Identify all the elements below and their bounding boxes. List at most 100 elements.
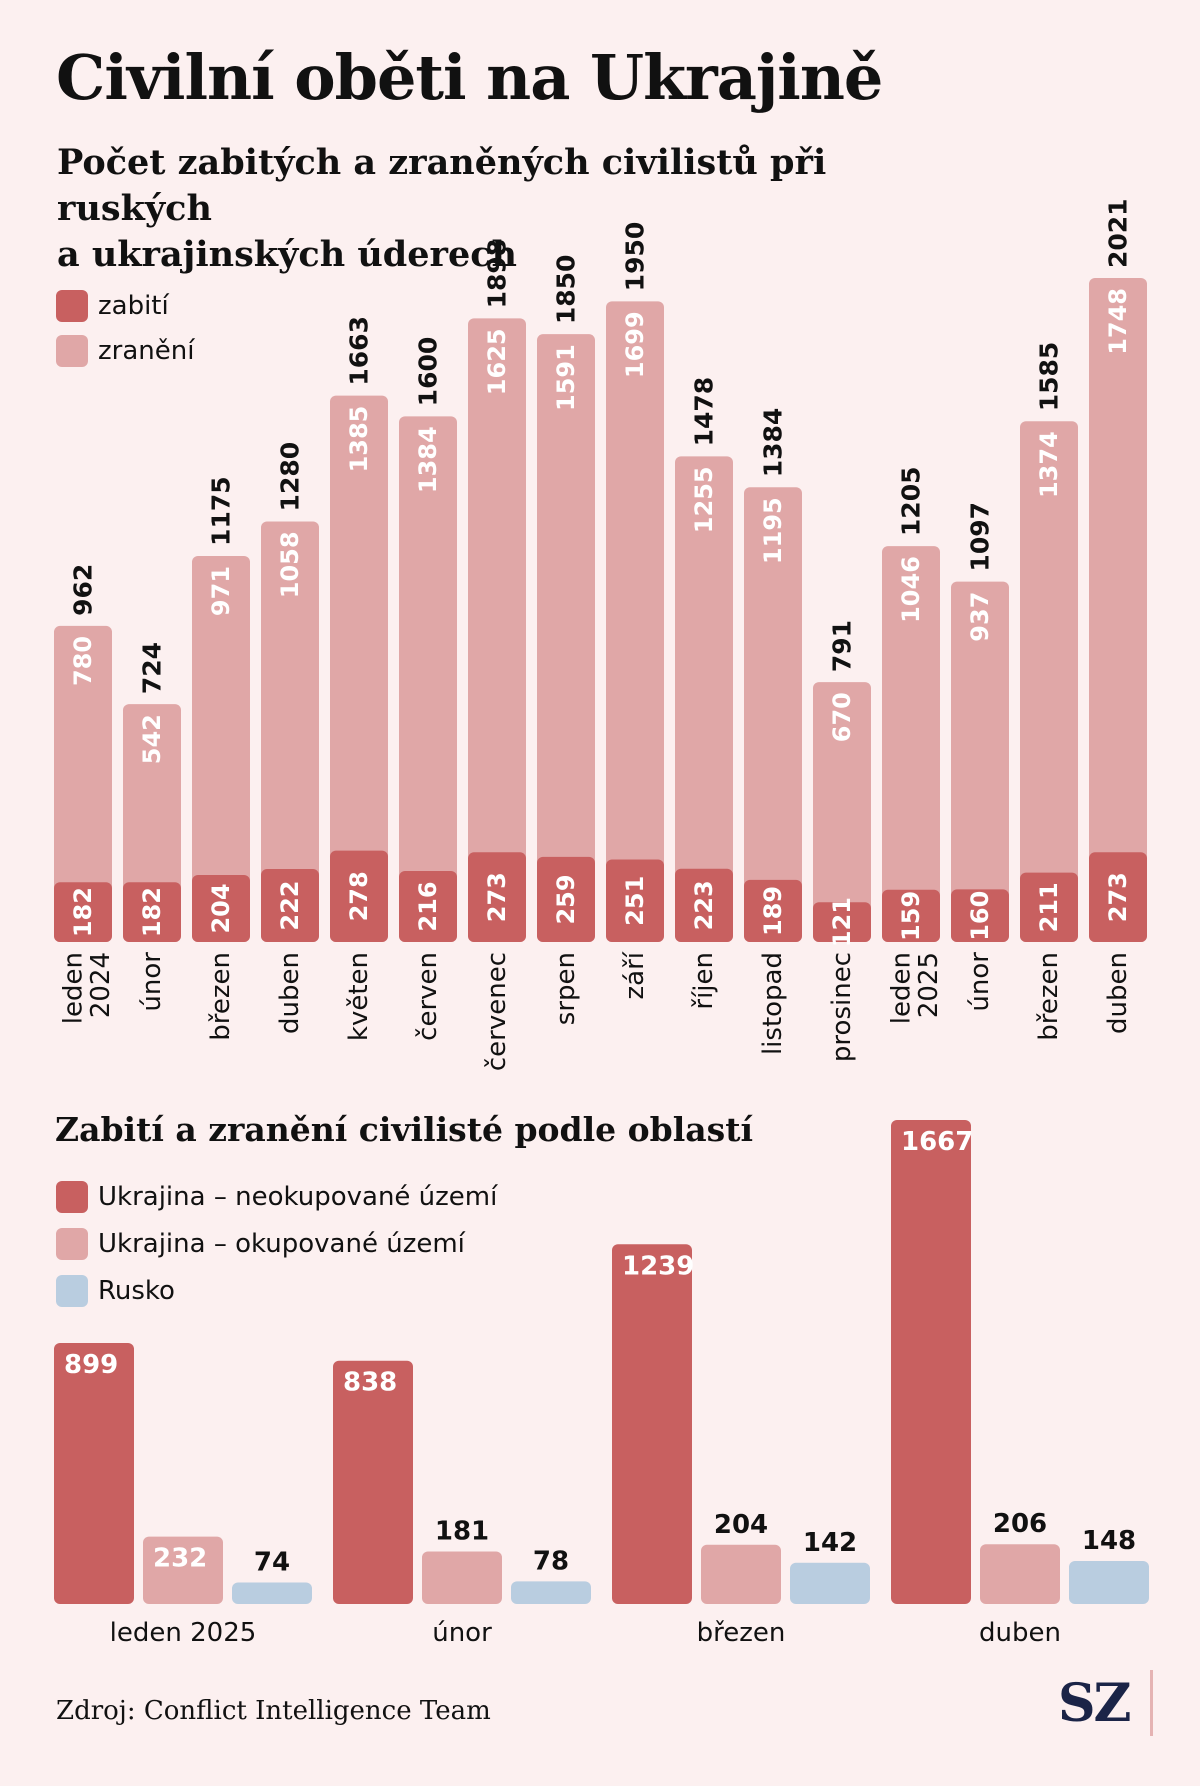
bar-wounded <box>882 546 940 942</box>
category-label: říjen <box>689 952 719 1010</box>
bar-wounded <box>399 416 457 942</box>
legend-monthly: zabití zranění <box>56 283 194 373</box>
bar-wounded <box>54 625 112 942</box>
group-label: březen <box>697 1618 786 1648</box>
label-wounded: 1625 <box>483 328 511 395</box>
bar-wounded <box>951 581 1009 942</box>
bar-russia <box>232 1582 312 1604</box>
bar-killed <box>675 868 733 942</box>
subtitle-line-1: Počet zabitých a zraněných civilistů při… <box>57 142 827 229</box>
category-label: duben <box>275 952 305 1034</box>
label-killed: 222 <box>276 880 304 930</box>
label-killed: 211 <box>1035 882 1063 932</box>
bar-killed <box>951 889 1009 942</box>
legend-swatch-unoccupied <box>56 1180 88 1213</box>
bar-killed <box>744 879 802 942</box>
label-wounded: 1385 <box>345 406 373 473</box>
value-label: 78 <box>533 1546 569 1576</box>
group-label: leden 2025 <box>110 1618 257 1648</box>
label-wounded: 1699 <box>621 311 649 378</box>
group-label: únor <box>432 1618 492 1648</box>
bar-wounded <box>675 456 733 942</box>
category-label: září <box>620 951 650 999</box>
category-label: únor <box>137 952 167 1012</box>
label-total: 1850 <box>552 255 581 325</box>
category-label: únor <box>965 952 995 1012</box>
label-wounded: 1058 <box>276 531 304 598</box>
legend-swatch-killed <box>56 289 88 322</box>
value-label: 1667 <box>901 1127 973 1157</box>
label-killed: 204 <box>207 883 235 933</box>
bar-occupied <box>701 1544 781 1604</box>
label-wounded: 937 <box>966 592 994 642</box>
source-note: Zdroj: Conflict Intelligence Team <box>56 1696 491 1726</box>
label-total: 1600 <box>414 337 443 407</box>
category-label: srpen <box>551 952 581 1025</box>
label-wounded: 971 <box>207 566 235 616</box>
label-total: 791 <box>828 620 857 672</box>
label-killed: 160 <box>966 891 994 941</box>
bar-killed <box>1089 852 1147 942</box>
bar-unoccupied <box>54 1342 134 1604</box>
bar-wounded <box>606 301 664 943</box>
legend-label-wounded: zranění <box>98 335 195 366</box>
label-total: 1898 <box>483 239 512 309</box>
category-label: duben <box>1103 952 1133 1034</box>
label-wounded: 670 <box>828 692 856 742</box>
bar-killed <box>813 902 871 942</box>
bar-wounded <box>537 334 595 942</box>
label-wounded: 780 <box>69 636 97 686</box>
bar-occupied <box>422 1551 502 1604</box>
legend-item-wounded: zranění <box>56 328 194 373</box>
label-killed: 278 <box>345 871 373 921</box>
bar-killed <box>1020 872 1078 942</box>
bar-killed <box>54 882 112 942</box>
value-label: 148 <box>1082 1526 1136 1556</box>
legend-label-killed: zabití <box>98 290 169 321</box>
bar-wounded <box>744 487 802 942</box>
legend-swatch-occupied <box>56 1227 88 1260</box>
label-killed: 251 <box>621 876 649 926</box>
label-total: 2021 <box>1104 198 1133 268</box>
monthly-casualties-chart: 182 780 962 leden2024 182 542 724 únor 204 971 117… <box>54 198 1147 1071</box>
legend-item-russia: Rusko <box>56 1267 497 1314</box>
value-label: 232 <box>153 1544 207 1574</box>
value-label: 206 <box>993 1509 1047 1539</box>
group-label: duben <box>979 1618 1061 1648</box>
label-wounded: 542 <box>138 714 166 764</box>
category-label: leden2025 <box>887 952 944 1024</box>
bar-wounded <box>192 555 250 942</box>
value-label: 204 <box>714 1510 768 1540</box>
label-killed: 259 <box>552 874 580 924</box>
label-wounded: 1591 <box>552 344 580 411</box>
bar-killed <box>882 889 940 942</box>
label-killed: 182 <box>138 887 166 937</box>
bar-killed <box>330 850 388 942</box>
label-total: 1950 <box>621 222 650 292</box>
bar-occupied <box>980 1544 1060 1604</box>
label-wounded: 1195 <box>759 497 787 564</box>
legend-swatch-russia <box>56 1274 88 1307</box>
bar-russia <box>790 1562 870 1604</box>
bar-wounded <box>261 521 319 942</box>
bar-killed <box>606 859 664 942</box>
category-label: březen <box>206 952 236 1041</box>
bar-unoccupied <box>612 1244 692 1604</box>
label-total: 962 <box>69 564 98 616</box>
label-killed: 182 <box>69 887 97 937</box>
bar-unoccupied <box>891 1120 971 1604</box>
bar-killed <box>537 856 595 942</box>
category-label: březen <box>1034 952 1064 1041</box>
legend-label-unoccupied: Ukrajina – neokupované území <box>98 1181 498 1212</box>
value-label: 181 <box>435 1516 489 1546</box>
label-total: 1205 <box>897 467 926 537</box>
bar-killed <box>123 882 181 942</box>
chart-subtitle: Počet zabitých a zraněných civilistů při… <box>57 140 957 278</box>
label-killed: 121 <box>828 897 856 947</box>
value-label: 899 <box>64 1350 118 1380</box>
bar-wounded <box>468 318 526 942</box>
value-label: 142 <box>803 1528 857 1558</box>
value-label: 74 <box>254 1548 290 1578</box>
label-total: 724 <box>138 642 167 694</box>
